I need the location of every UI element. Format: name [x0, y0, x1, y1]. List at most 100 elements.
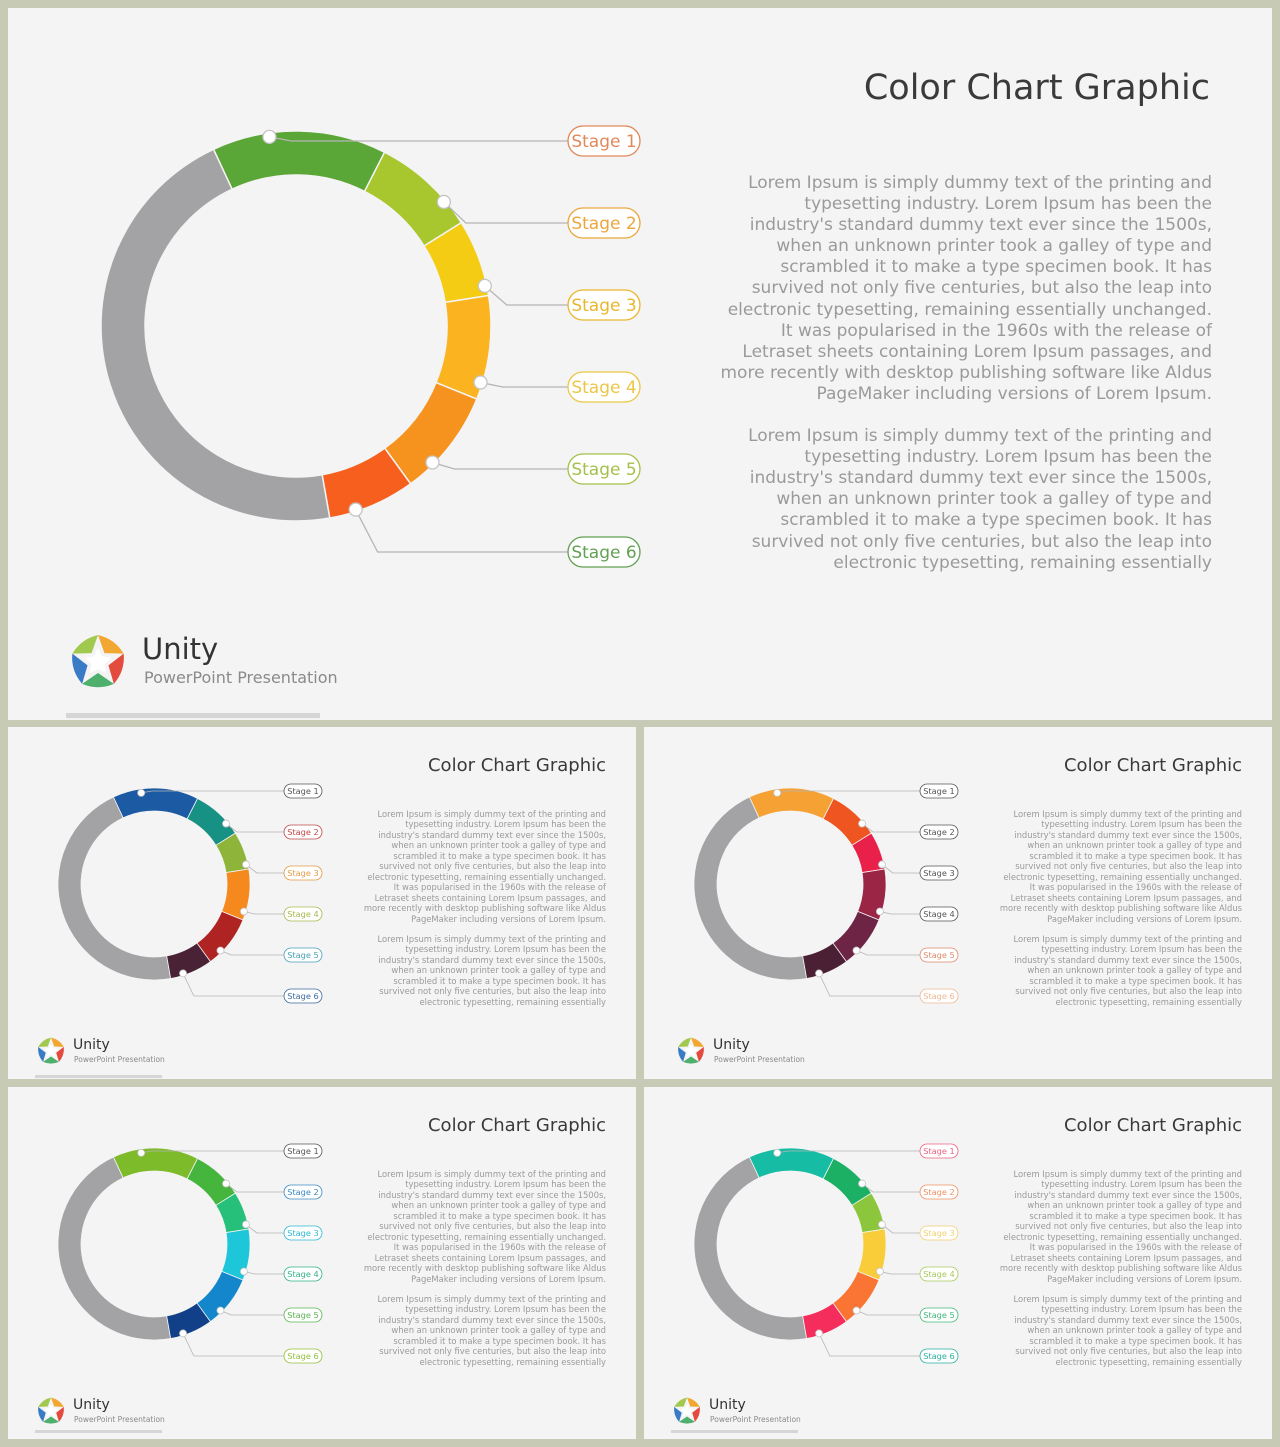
logo-petal [674, 1406, 682, 1422]
donut-chart: Stage 1 Stage 2 Stage 3 Stage 4 Stage 5 Stage… [57, 783, 323, 1004]
leader-line [355, 509, 568, 553]
stage-label-2: Stage 2 [283, 824, 323, 840]
segment-stage-1 [748, 1147, 835, 1180]
leader-line [245, 864, 284, 874]
stage-label-1: Stage 1 [283, 1143, 323, 1159]
stage-label-3: Stage 3 [283, 865, 323, 881]
leader-dot [262, 129, 277, 145]
body-text: Lorem Ipsum is simply dummy text of the … [999, 809, 1242, 1007]
logo-petal [38, 1397, 51, 1407]
slide-green[interactable]: Stage 1 Stage 2 Stage 3 Stage 4 Stage 5 Stage… [8, 1087, 636, 1439]
stage-label-4: Stage 4 [283, 906, 323, 922]
star-logo-icon [38, 1397, 64, 1424]
stage-label-6: Stage 6 [283, 1348, 323, 1364]
stage-label-text: Stage 4 [571, 378, 636, 398]
logo-petal [692, 1406, 700, 1422]
leader-line [818, 1333, 920, 1357]
stage-label-5: Stage 5 [283, 947, 323, 963]
segment-stage-6 [321, 447, 412, 519]
leader-line [220, 1310, 284, 1316]
stage-label-text: Stage 6 [571, 543, 636, 563]
segment-remainder [693, 1156, 808, 1341]
logo-petal [679, 1416, 695, 1424]
leader-line [443, 201, 568, 224]
slide-title: Color Chart Graphic [427, 1115, 606, 1136]
footer-bar [671, 1430, 798, 1433]
logo-petal [38, 1046, 46, 1062]
stage-label-text: Stage 1 [923, 1146, 954, 1156]
leader-dot [222, 819, 230, 828]
logo-petal [72, 635, 98, 654]
stage-label-text: Stage 2 [287, 827, 318, 837]
logo-star-center [44, 1404, 58, 1417]
slide-blue[interactable]: Stage 1 Stage 2 Stage 3 Stage 4 Stage 5 Stage… [8, 727, 636, 1079]
body-text: Lorem Ipsum is simply dummy text of the … [720, 173, 1213, 574]
logo-petal [98, 635, 124, 654]
slide-teal[interactable]: Stage 1 Stage 2 Stage 3 Stage 4 Stage 5 Stage… [644, 1087, 1272, 1439]
logo-petal [56, 1406, 64, 1422]
logo-petal [678, 1037, 691, 1047]
leader-line [818, 973, 920, 997]
brand-name: Unity [142, 632, 219, 666]
logo-petal [683, 1056, 699, 1064]
segment-stage-6 [802, 1302, 847, 1340]
unity-logo: Unity PowerPoint Presentation [35, 1395, 195, 1435]
leader-dot [875, 907, 884, 916]
stage-label-text: Stage 3 [571, 296, 636, 316]
segment-stage-6 [802, 942, 847, 980]
segment-remainder [100, 148, 331, 522]
star-logo-icon [678, 1037, 704, 1064]
segment-stage-6 [166, 1302, 211, 1340]
leader-line [879, 1271, 920, 1275]
brand-name: Unity [73, 1397, 110, 1413]
brand-subtitle: PowerPoint Presentation [144, 668, 338, 687]
stage-label-6: Stage 6 [919, 1348, 959, 1364]
leader-dot [875, 1267, 884, 1276]
stage-label-4: Stage 4 [919, 1266, 959, 1282]
logo-petal [687, 1397, 700, 1407]
unity-logo: Unity PowerPoint Presentation [675, 1035, 835, 1075]
slide-title: Color Chart Graphic [427, 755, 606, 776]
donut-chart: Stage 1 Stage 2 Stage 3 Stage 4 Stage 5 Stage… [57, 1143, 323, 1364]
leader-line [269, 136, 568, 142]
leader-dot [815, 969, 823, 978]
leader-dot [878, 1220, 886, 1229]
segment-remainder [693, 796, 808, 981]
leader-line [243, 1271, 284, 1275]
donut-chart: Stage 1 Stage 2 Stage 3 Stage 4 Stage 5 Stage… [693, 1143, 959, 1364]
segment-remainder [57, 1156, 172, 1341]
segment-stage-1 [748, 787, 835, 820]
stage-label-1: Stage 1 [919, 1143, 959, 1159]
stage-label-1: Stage 1 [567, 125, 641, 157]
leader-dot [239, 907, 248, 916]
paragraph-2: Lorem Ipsum is simply dummy text of the … [748, 426, 1212, 573]
brand-name: Unity [709, 1397, 746, 1413]
unity-logo: Unity PowerPoint Presentation [66, 630, 386, 700]
leader-dot [425, 455, 440, 470]
logo-petal [43, 1416, 59, 1424]
leader-line [182, 1333, 284, 1357]
logo-petal [43, 1056, 59, 1064]
segment-stage-6 [166, 942, 211, 980]
logo-petal [56, 1046, 64, 1062]
stage-label-3: Stage 3 [919, 865, 959, 881]
leader-line [245, 1224, 284, 1234]
brand-subtitle: PowerPoint Presentation [74, 1415, 165, 1424]
leader-dot [436, 194, 451, 210]
donut-chart: Stage 1 Stage 2 Stage 3 Stage 4 Stage 5 Stage… [100, 125, 641, 568]
paragraph-1: Lorem Ipsum is simply dummy text of the … [363, 1169, 606, 1284]
stage-label-1: Stage 1 [919, 783, 959, 799]
slide-main[interactable]: Stage 1 Stage 2 Stage 3 Stage 4 Stage 5 Stage… [8, 8, 1272, 720]
leader-dot [773, 1148, 782, 1157]
stage-label-5: Stage 5 [567, 453, 641, 485]
stage-label-text: Stage 1 [571, 132, 636, 152]
leader-line [225, 823, 284, 833]
stage-label-text: Stage 4 [287, 909, 318, 919]
stage-label-text: Stage 6 [923, 1351, 954, 1361]
paragraph-2: Lorem Ipsum is simply dummy text of the … [377, 1293, 606, 1367]
stage-label-3: Stage 3 [283, 1225, 323, 1241]
donut-chart: Stage 1 Stage 2 Stage 3 Stage 4 Stage 5 Stage… [693, 783, 959, 1004]
slide-red[interactable]: Stage 1 Stage 2 Stage 3 Stage 4 Stage 5 Stage… [644, 727, 1272, 1079]
stage-label-4: Stage 4 [283, 1266, 323, 1282]
star-logo-icon [674, 1397, 700, 1424]
